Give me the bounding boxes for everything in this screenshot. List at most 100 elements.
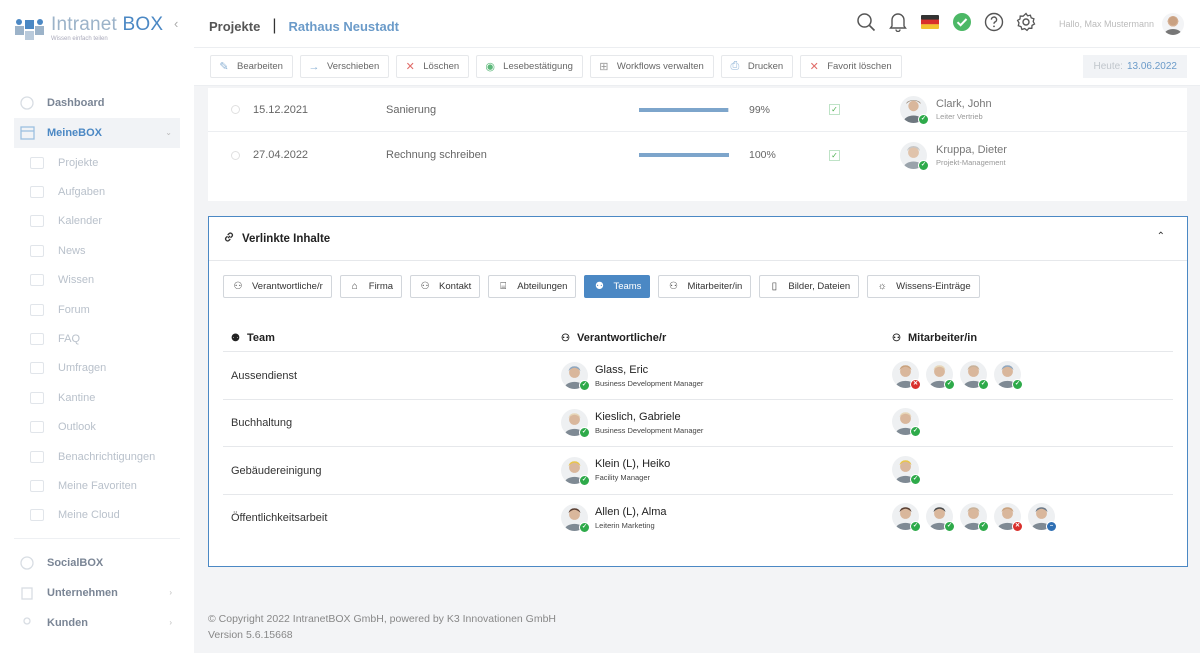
- task-person[interactable]: ✓ Clark, John Leiter Vertrieb: [900, 96, 992, 125]
- tab-abteilungen[interactable]: ⌸ Abteilungen: [488, 275, 577, 298]
- table-row[interactable]: 15.12.2021 Sanierung 99% ✓ ✓ Clark, John…: [208, 88, 1187, 132]
- task-person[interactable]: ✓ Kruppa, Dieter Projekt-Management: [900, 141, 1007, 171]
- tab-wissens-eintraege[interactable]: ☼ Wissens-Einträge: [867, 275, 980, 298]
- avatar[interactable]: –: [1028, 503, 1057, 533]
- sidebar-subitem-forum[interactable]: Forum: [14, 295, 180, 324]
- tab-firma[interactable]: ⌂ Firma: [339, 275, 403, 298]
- table-row[interactable]: Aussendienst ✓ Glass, Eric Business Develop…: [223, 353, 1173, 400]
- sidebar-subitem-news[interactable]: News: [14, 236, 180, 265]
- sidebar-subitem-projekte[interactable]: Projekte: [14, 148, 180, 177]
- sidebar-item-socialbox[interactable]: SocialBOX: [14, 548, 180, 578]
- remove-favorite-button[interactable]: ✕ Favorit löschen: [800, 55, 902, 78]
- top-icons: [856, 12, 1036, 32]
- search-icon[interactable]: [856, 12, 876, 32]
- column-header-responsible[interactable]: ⚇ Verantwortliche/r: [561, 332, 666, 344]
- avatar[interactable]: ✓: [994, 361, 1023, 390]
- logo-icon: [14, 14, 46, 42]
- sidebar-item-dashboard[interactable]: Dashboard: [14, 88, 180, 118]
- avatar[interactable]: ✓: [892, 408, 921, 438]
- column-header-members[interactable]: ⚇ Mitarbeiter/in: [892, 332, 977, 344]
- bell-icon[interactable]: [888, 12, 908, 32]
- avatar[interactable]: ✓: [960, 361, 989, 390]
- avatar[interactable]: ✓: [892, 455, 921, 485]
- status-no-icon: ✕: [1012, 521, 1023, 533]
- team-name[interactable]: Gebäudereinigung: [231, 464, 322, 477]
- avatar[interactable]: ✓: [892, 503, 921, 533]
- sidebar-item-kunden[interactable]: Kunden ›: [14, 608, 180, 638]
- print-button[interactable]: ⎙ Drucken: [720, 55, 794, 78]
- edit-button[interactable]: ✎ Bearbeiten: [210, 55, 293, 78]
- team-name[interactable]: Buchhaltung: [231, 417, 293, 430]
- sidebar-subitem-wissen[interactable]: Wissen: [14, 266, 180, 295]
- column-header-team[interactable]: ⚉ Team: [231, 332, 275, 344]
- tasks-card: 15.12.2021 Sanierung 99% ✓ ✓ Clark, John…: [208, 88, 1187, 201]
- collapse-sidebar-chevron-icon[interactable]: ‹: [174, 16, 179, 31]
- gear-icon[interactable]: [1016, 12, 1036, 32]
- sidebar-subitem-faq[interactable]: FAQ: [14, 324, 180, 353]
- avatar[interactable]: ✓: [561, 504, 590, 534]
- status-ok-icon[interactable]: [952, 12, 972, 32]
- task-name[interactable]: Sanierung: [386, 103, 437, 116]
- sidebar-subitem-outlook[interactable]: Outlook: [14, 413, 180, 442]
- status-away-icon: –: [1046, 521, 1057, 533]
- team-name[interactable]: Aussendienst: [231, 370, 298, 382]
- sidebar-subitem-aufgaben[interactable]: Aufgaben: [14, 177, 180, 206]
- sidebar-subitem-favoriten[interactable]: Meine Favoriten: [14, 471, 180, 500]
- sidebar-subitem-umfragen[interactable]: Umfragen: [14, 354, 180, 383]
- sidebar-item-unternehmen[interactable]: Unternehmen ›: [14, 578, 180, 608]
- team-responsible[interactable]: ✓ Allen (L), Alma Leiterin Marketing: [561, 504, 667, 534]
- avatar[interactable]: ✓: [926, 361, 955, 390]
- delete-button[interactable]: ✕ Löschen: [396, 55, 470, 78]
- row-select-checkbox[interactable]: [231, 105, 240, 114]
- team-name[interactable]: Öffentlichkeitsarbeit: [231, 512, 328, 525]
- move-button[interactable]: → Verschieben: [299, 55, 390, 78]
- table-row[interactable]: Öffentlichkeitsarbeit ✓ Allen (L), Alma Lei…: [223, 495, 1173, 542]
- tab-verantwortliche[interactable]: ⚇ Verantwortliche/r: [223, 275, 332, 298]
- avatar[interactable]: ✓: [561, 456, 590, 486]
- top-bar: Projekte | Rathaus Neustadt Hallo, Max M…: [194, 0, 1200, 48]
- sidebar-subitem-kantine[interactable]: Kantine: [14, 383, 180, 412]
- status-ok-icon: ✓: [978, 521, 989, 533]
- task-progress-fill: [639, 153, 729, 157]
- sidebar-item-meinebox[interactable]: MeineBOX ⌄: [14, 118, 180, 148]
- germany-flag-icon[interactable]: [920, 12, 940, 32]
- logo[interactable]: Intranet BOX Wissen einfach teilen: [14, 12, 163, 44]
- table-row[interactable]: Buchhaltung ✓ Kieslich, Gabriele Business D…: [223, 400, 1173, 448]
- dashboard-icon: [20, 96, 36, 110]
- sidebar-subitem-benachrichtigungen[interactable]: Benachrichtigungen: [14, 442, 180, 471]
- status-ok-icon: ✓: [579, 380, 590, 391]
- read-receipt-button[interactable]: ◉ Lesebestätigung: [476, 55, 583, 78]
- avatar[interactable]: ✕: [994, 503, 1023, 533]
- sidebar-subitem-kalender[interactable]: Kalender: [14, 207, 180, 236]
- tab-kontakt[interactable]: ⚇ Kontakt: [410, 275, 481, 298]
- row-select-checkbox[interactable]: [231, 150, 240, 160]
- person-name: Klein (L), Heiko: [595, 458, 671, 471]
- user-menu[interactable]: Hallo, Max Mustermann: [1059, 13, 1184, 35]
- breadcrumb-section[interactable]: Projekte: [209, 18, 261, 34]
- team-responsible[interactable]: ✓ Klein (L), Heiko Facility Manager: [561, 456, 671, 486]
- table-row[interactable]: 27.04.2022 Rechnung schreiben 100% ✓ ✓ K…: [208, 133, 1187, 177]
- team-responsible[interactable]: ✓ Glass, Eric Business Development Manager: [561, 362, 703, 391]
- avatar[interactable]: ✕: [892, 361, 921, 390]
- sidebar-subitem-cloud[interactable]: Meine Cloud: [14, 501, 180, 530]
- status-ok-icon: ✓: [579, 522, 590, 534]
- tab-teams[interactable]: ⚉ Teams: [584, 275, 651, 298]
- avatar[interactable]: ✓: [926, 503, 955, 533]
- column-label: Mitarbeiter/in: [907, 332, 978, 344]
- chevron-right-icon: ›: [169, 618, 172, 628]
- avatar[interactable]: ✓: [561, 409, 590, 439]
- help-icon[interactable]: [984, 12, 1004, 32]
- team-responsible[interactable]: ✓ Kieslich, Gabriele Business Development …: [561, 409, 703, 439]
- linked-content-header[interactable]: Verlinkte Inhalte ⌃: [209, 217, 1187, 261]
- table-row[interactable]: Gebäudereinigung ✓ Klein (L), Heiko Facilit…: [223, 448, 1173, 495]
- task-name[interactable]: Rechnung schreiben: [386, 149, 487, 161]
- avatar[interactable]: ✓: [561, 362, 590, 391]
- status-ok-icon: ✓: [910, 426, 921, 438]
- task-progress-bar: [639, 107, 729, 112]
- tab-bilder-dateien[interactable]: ▯ Bilder, Dateien: [759, 275, 860, 298]
- tab-mitarbeiter[interactable]: ⚇ Mitarbeiter/in: [658, 275, 752, 298]
- status-ok-icon: ✓: [910, 521, 921, 533]
- avatar[interactable]: ✓: [960, 503, 989, 533]
- chevron-up-icon[interactable]: ⌃: [1156, 231, 1165, 242]
- manage-workflows-button[interactable]: ⊞ Workflows verwalten: [589, 55, 714, 78]
